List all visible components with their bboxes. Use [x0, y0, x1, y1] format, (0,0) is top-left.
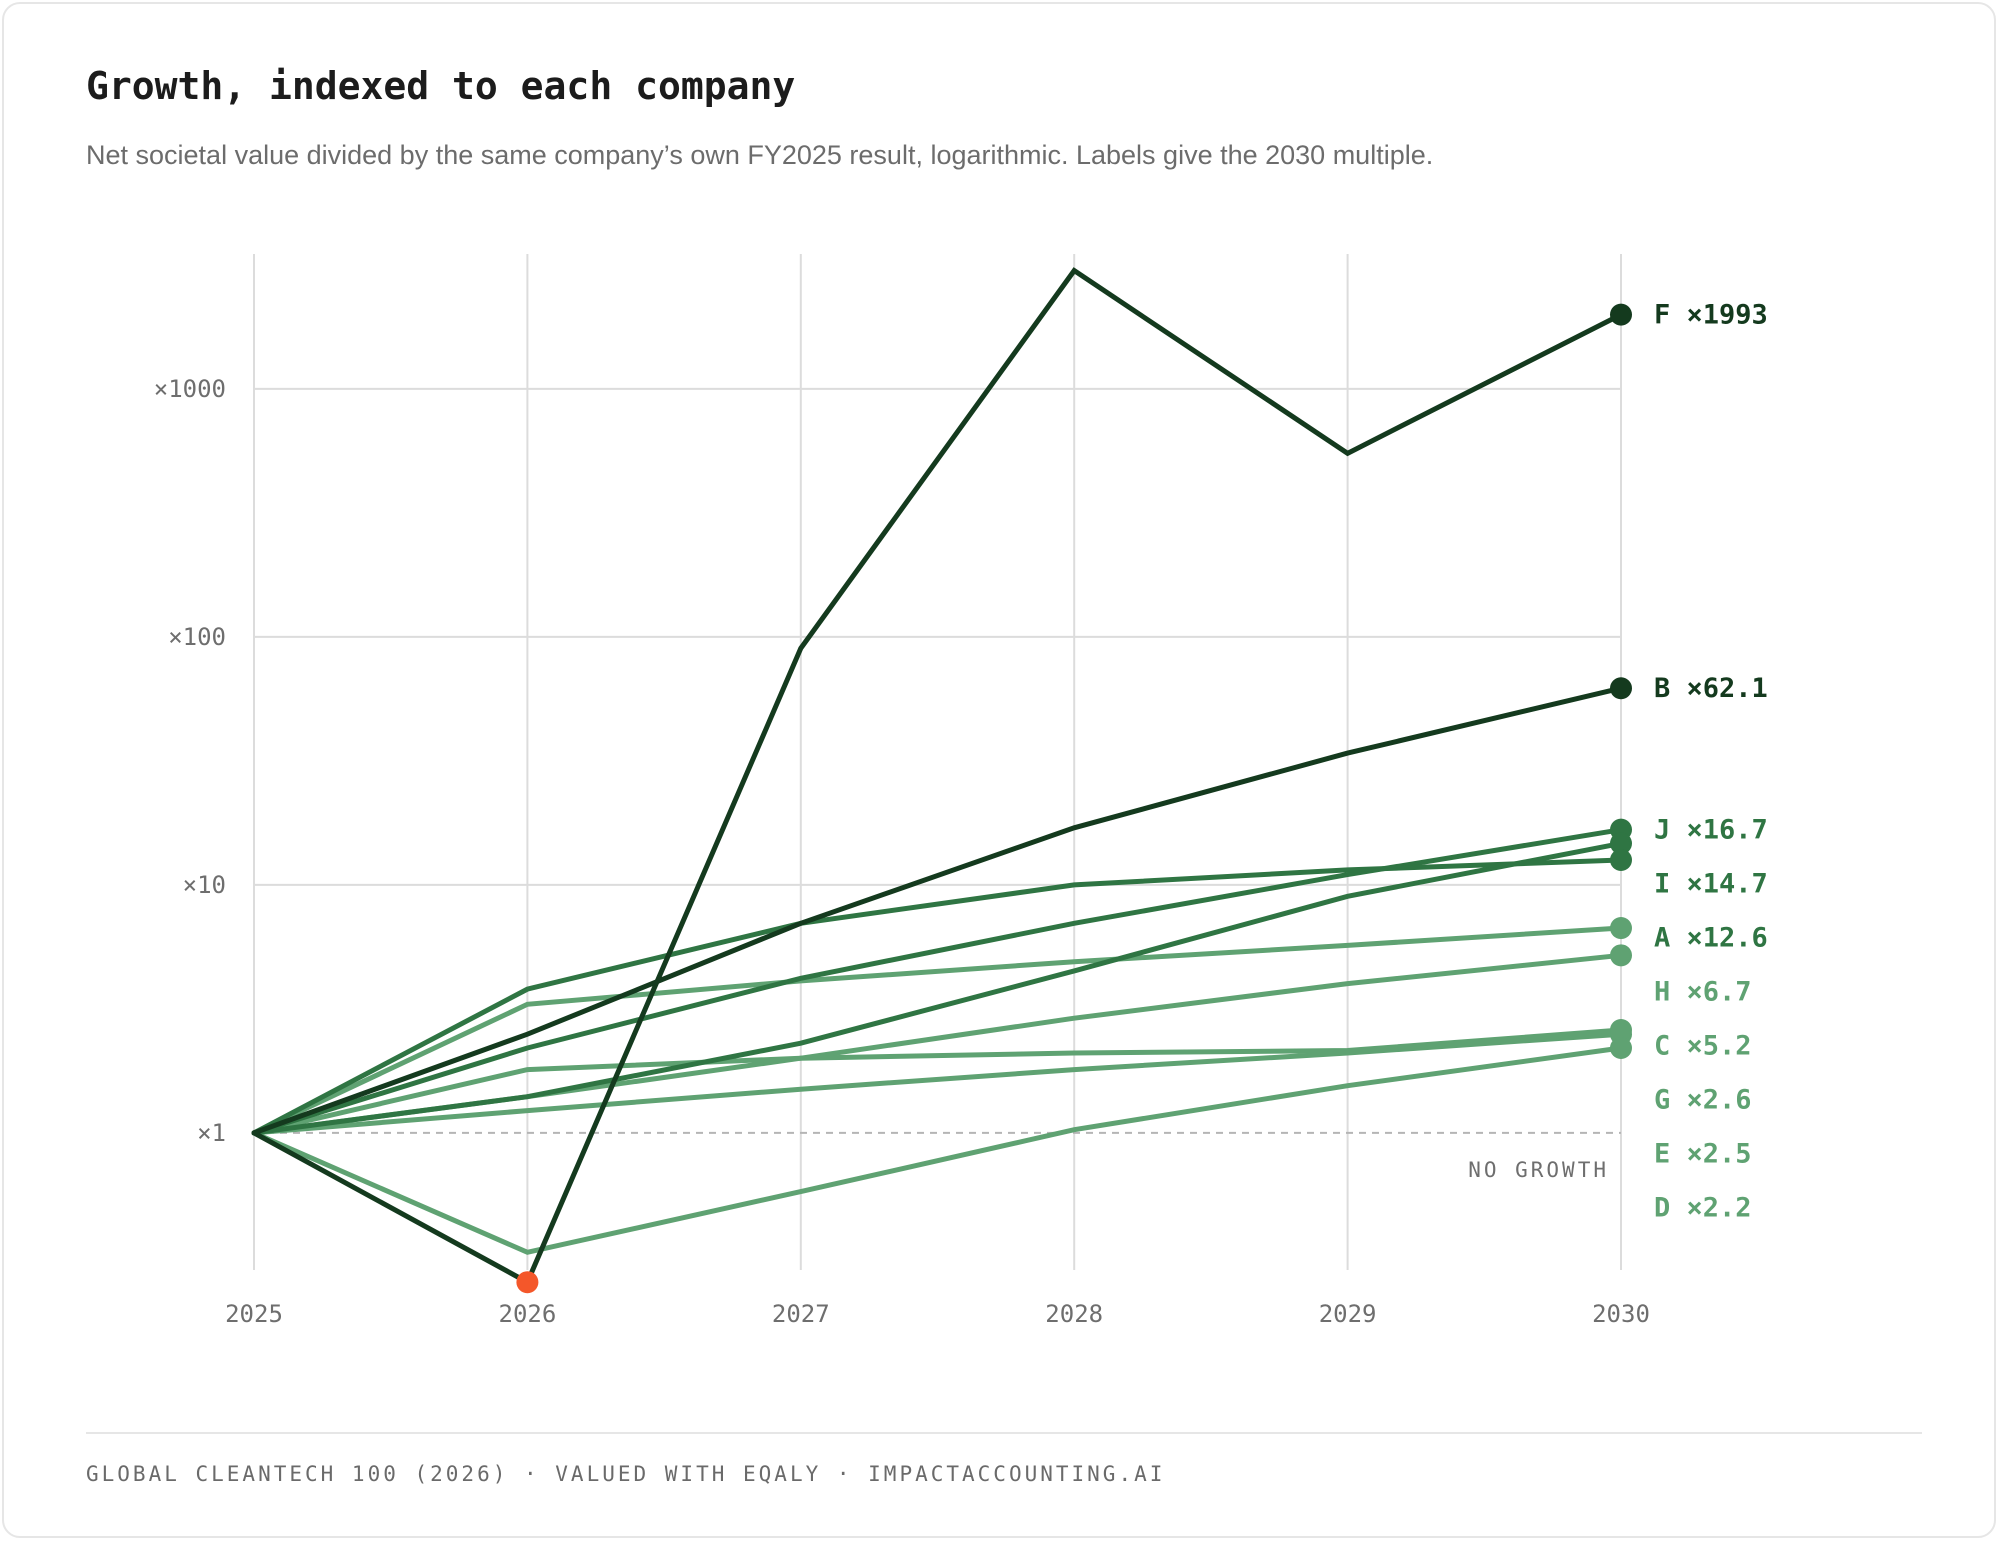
y-tick-label: ×1000 — [154, 375, 226, 403]
marker-layer — [516, 303, 1632, 1294]
end-label-H: H ×6.7 — [1654, 977, 1752, 1008]
chart-title: Growth, indexed to each company — [86, 64, 796, 108]
label-layer: 2025 2026 2027 2028 2029 2030 ×1 ×10 ×100 ×1000 NO… — [154, 300, 1768, 1328]
y-tick-label: ×10 — [183, 871, 226, 899]
end-label-A: A ×12.6 — [1654, 923, 1768, 954]
end-point-F — [1610, 303, 1632, 326]
series-line-B — [251, 685, 1624, 1136]
series-layer — [251, 267, 1624, 1286]
x-tick-label: 2026 — [499, 1300, 557, 1328]
end-point-H — [1610, 917, 1632, 940]
end-label-C: C ×5.2 — [1654, 1031, 1752, 1062]
no-growth-label: NO GROWTH — [1468, 1158, 1609, 1182]
series-line-H — [251, 925, 1624, 1136]
x-tick-label: 2025 — [225, 1300, 283, 1328]
end-label-I: I ×14.7 — [1654, 869, 1768, 900]
end-point-D — [1610, 1036, 1632, 1059]
footer-divider — [86, 1432, 1922, 1434]
y-tick-label: ×100 — [168, 623, 226, 651]
end-point-B — [1610, 677, 1632, 700]
series-line-I — [251, 840, 1624, 1136]
x-tick-label: 2027 — [772, 1300, 830, 1328]
end-label-E: E ×2.5 — [1654, 1139, 1752, 1170]
end-label-B: B ×62.1 — [1654, 673, 1768, 704]
y-tick-label: ×1 — [197, 1119, 226, 1147]
series-line-F — [251, 267, 1624, 1286]
end-label-F: F ×1993 — [1654, 300, 1768, 331]
grid-layer — [253, 254, 1622, 1270]
highlight-point — [516, 1271, 539, 1294]
end-point-I — [1610, 832, 1632, 855]
end-label-D: D ×2.2 — [1654, 1193, 1752, 1224]
x-tick-label: 2029 — [1319, 1300, 1377, 1328]
end-label-J: J ×16.7 — [1654, 815, 1768, 846]
end-point-C — [1610, 944, 1632, 967]
end-point-A — [1610, 849, 1632, 872]
series-line-D — [251, 1045, 1624, 1255]
x-tick-label: 2030 — [1592, 1300, 1650, 1328]
series-line-E — [251, 1031, 1624, 1136]
series-line-G — [251, 1027, 1624, 1136]
chart-subtitle: Net societal value divided by the same c… — [86, 140, 1434, 170]
source-footer: GLOBAL CLEANTECH 100 (2026) · VALUED WIT… — [86, 1462, 1166, 1486]
series-line-A — [251, 857, 1624, 1136]
end-label-G: G ×2.6 — [1654, 1085, 1752, 1116]
x-tick-label: 2028 — [1045, 1300, 1103, 1328]
